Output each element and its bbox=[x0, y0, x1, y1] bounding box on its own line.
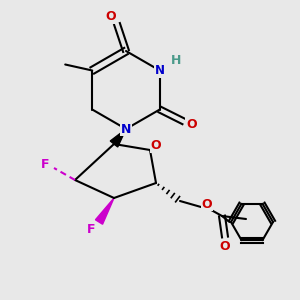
Text: F: F bbox=[87, 223, 96, 236]
Polygon shape bbox=[110, 129, 126, 147]
Text: O: O bbox=[106, 10, 116, 23]
Text: O: O bbox=[186, 118, 196, 131]
Text: O: O bbox=[202, 197, 212, 211]
Text: H: H bbox=[171, 53, 181, 67]
Text: F: F bbox=[41, 158, 50, 172]
Text: O: O bbox=[151, 139, 161, 152]
Polygon shape bbox=[95, 198, 114, 224]
Text: N: N bbox=[121, 122, 131, 136]
Text: O: O bbox=[220, 239, 230, 253]
Text: N: N bbox=[155, 64, 165, 77]
